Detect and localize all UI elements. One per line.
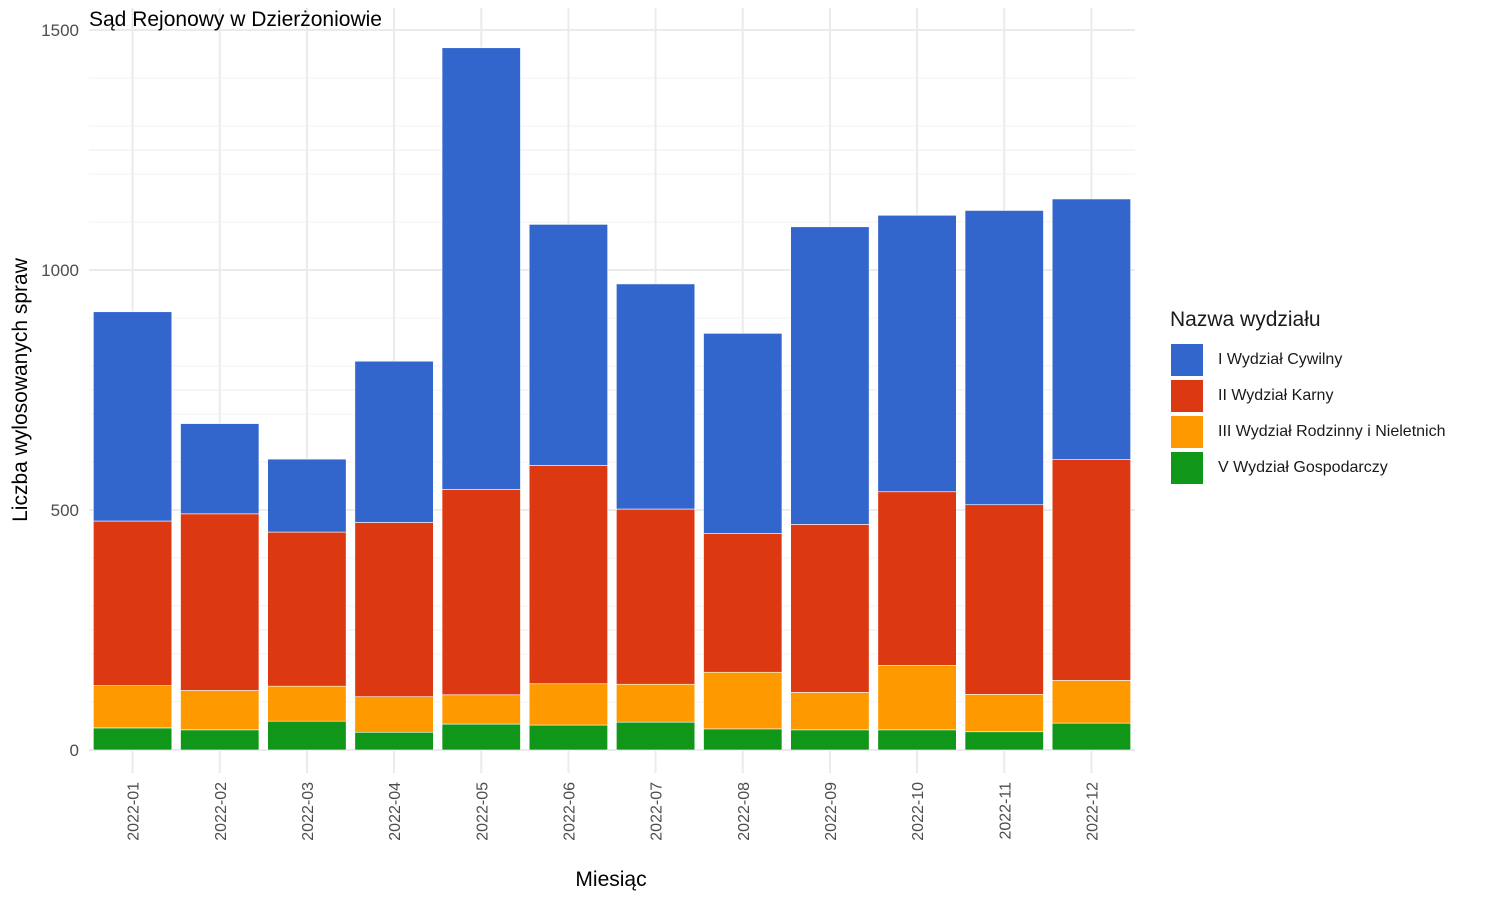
bar-segment [267,720,347,751]
bar-segment [267,458,347,533]
bar-segment [964,731,1044,751]
bar-segment [267,685,347,722]
bar-segment [93,685,173,729]
bar-segment [528,465,608,685]
bar-segment [703,333,783,534]
x-tick-label: 2022-12 [1084,782,1101,841]
x-tick-label: 2022-11 [997,782,1014,840]
bar-segment [790,692,870,731]
x-tick-label: 2022-02 [213,782,230,841]
bar-segment [616,721,696,751]
x-tick-label: 2022-05 [474,782,491,841]
bar-segment [703,728,783,751]
legend-key-swatch [1170,343,1204,377]
bar-segment [616,283,696,510]
x-tick-label: 2022-08 [736,782,753,841]
bar-segment [441,47,521,490]
bar-segment [790,729,870,751]
legend-items: I Wydział Cywilny II Wydział Karny III Wyd… [1170,342,1446,486]
bar-segment [528,724,608,751]
bar-segment [1051,722,1131,751]
bar-segment [441,723,521,751]
bar-segment [267,531,347,687]
legend-label: III Wydział Rodzinny i Nieletnich [1218,423,1446,440]
legend-item: III Wydział Rodzinny i Nieletnich [1170,414,1446,450]
bar-segment [93,311,173,522]
bar-segment [616,683,696,723]
y-tick-label: 0 [70,741,79,760]
bar-segment [180,729,260,751]
legend-key-swatch [1170,415,1204,449]
bar-segment [180,423,260,515]
legend-label: V Wydział Gospodarczy [1218,459,1388,476]
legend-label: I Wydział Cywilny [1218,351,1343,368]
bars [93,47,1131,751]
x-tick-label: 2022-07 [649,782,666,841]
legend-key-swatch [1170,451,1204,485]
legend-title: Nazwa wydziału [1170,308,1321,331]
bar-segment [877,729,957,751]
bar-segment [964,210,1044,506]
bar-segment [93,520,173,686]
legend: Nazwa wydziału I Wydział Cywilny II Wydzi… [1170,308,1446,486]
bar-segment [964,694,1044,733]
grid-minor [89,77,1135,703]
bar-segment [703,533,783,673]
bar-segment [528,224,608,466]
bar-segment [964,504,1044,695]
bar-segment [354,731,434,751]
chart-title: Sąd Rejonowy w Dzierżoniowie [89,8,382,31]
bar-segment [528,683,608,726]
bar-segment [877,214,957,493]
x-tick-label: 2022-10 [910,782,927,841]
x-tick-label: 2022-01 [126,782,143,841]
bar-segment [354,522,434,698]
y-tick-labels: 0 500 1000 1500 [41,21,79,760]
y-tick-label: 1500 [41,21,79,40]
bar-segment [441,489,521,696]
bar-segment [790,524,870,693]
legend-item: I Wydział Cywilny [1170,342,1446,378]
x-tick-label: 2022-09 [823,782,840,841]
bar-segment [1051,459,1131,681]
bar-segment [790,226,870,525]
x-tick-label: 2022-06 [561,782,578,841]
y-tick-label: 500 [51,501,79,520]
x-tick-label: 2022-04 [387,782,404,841]
legend-item: V Wydział Gospodarczy [1170,450,1446,486]
bar-segment [180,690,260,731]
x-tick-labels: 2022-01 2022-02 2022-03 2022-04 2022-05 2022-… [126,782,1102,841]
bar-segment [877,665,957,731]
bar-segment [877,491,957,666]
bar-segment [441,694,521,725]
x-axis-label: Miesiąc [575,868,646,891]
legend-key-swatch [1170,379,1204,413]
bar-segment [616,508,696,685]
bar-segment [703,671,783,730]
y-axis-label: Liczba wylosowanych spraw [9,257,32,522]
bar-segment [1051,198,1131,460]
bar-segment [354,696,434,733]
bar-segment [1051,680,1131,724]
bar-segment [180,513,260,691]
x-tick-label: 2022-03 [300,782,317,841]
y-tick-label: 1000 [41,261,79,280]
legend-item: II Wydział Karny [1170,378,1446,414]
bar-segment [354,360,434,523]
bar-segment [93,727,173,751]
legend-label: II Wydział Karny [1218,387,1334,404]
